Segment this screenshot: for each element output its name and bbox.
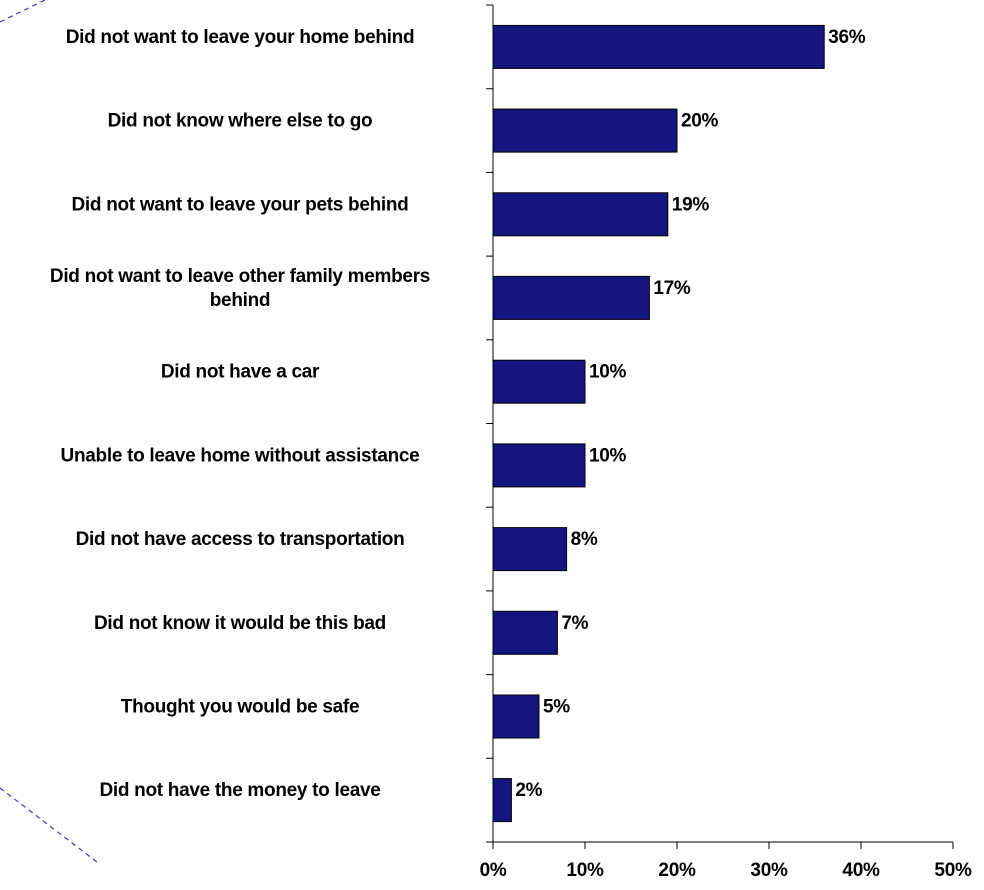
category-label: Did not want to leave your home behind [66,27,415,48]
category-label: Thought you would be safe [121,697,359,718]
x-tick-label: 0% [480,860,507,881]
data-label: 8% [571,529,598,550]
category-label: Did not know where else to go [108,111,373,132]
data-label: 2% [515,780,542,801]
data-label: 19% [672,194,710,215]
x-tick-label: 10% [566,860,604,881]
data-label: 10% [589,362,627,383]
x-tick-label: 30% [750,860,788,881]
bars-group [492,24,825,823]
bar [492,359,586,404]
data-labels: 36% 20% 19% 17% 10% 10% 8% 7% 5% 2% [515,27,866,801]
bar [492,778,512,823]
x-tick-labels: 0% 10% 20% 30% 40% 50% [480,860,973,881]
data-label: 10% [589,445,627,466]
data-label: 17% [653,278,691,299]
category-label: Did not have access to transportation [76,529,405,550]
category-label: Did not have the money to leave [99,780,380,801]
x-tick-label: 40% [842,860,880,881]
category-label: Did not know it would be this bad [94,613,386,634]
category-labels: Did not want to leave your home behind Di… [50,27,430,801]
decorative-dashed-lines [0,0,98,863]
data-label: 20% [681,111,719,132]
bar [492,24,825,69]
decorative-dashed-line-bottom [0,787,98,863]
x-tick-label: 50% [934,860,972,881]
decorative-dashed-line-top [0,0,46,23]
bar [492,694,540,739]
category-label: Did not want to leave your pets behind [72,194,409,215]
bar [492,192,669,237]
x-tick-label: 20% [658,860,696,881]
category-label: Unable to leave home without assistance [61,445,420,466]
bar [492,275,650,320]
bar [492,527,568,572]
data-label: 5% [543,697,570,718]
bar [492,610,558,655]
category-label: Did not have a car [161,362,320,383]
data-label: 36% [828,27,866,48]
category-label: Did not want to leave other family membe… [50,266,430,311]
data-label: 7% [561,613,588,634]
bar [492,443,586,488]
bar [492,108,678,153]
